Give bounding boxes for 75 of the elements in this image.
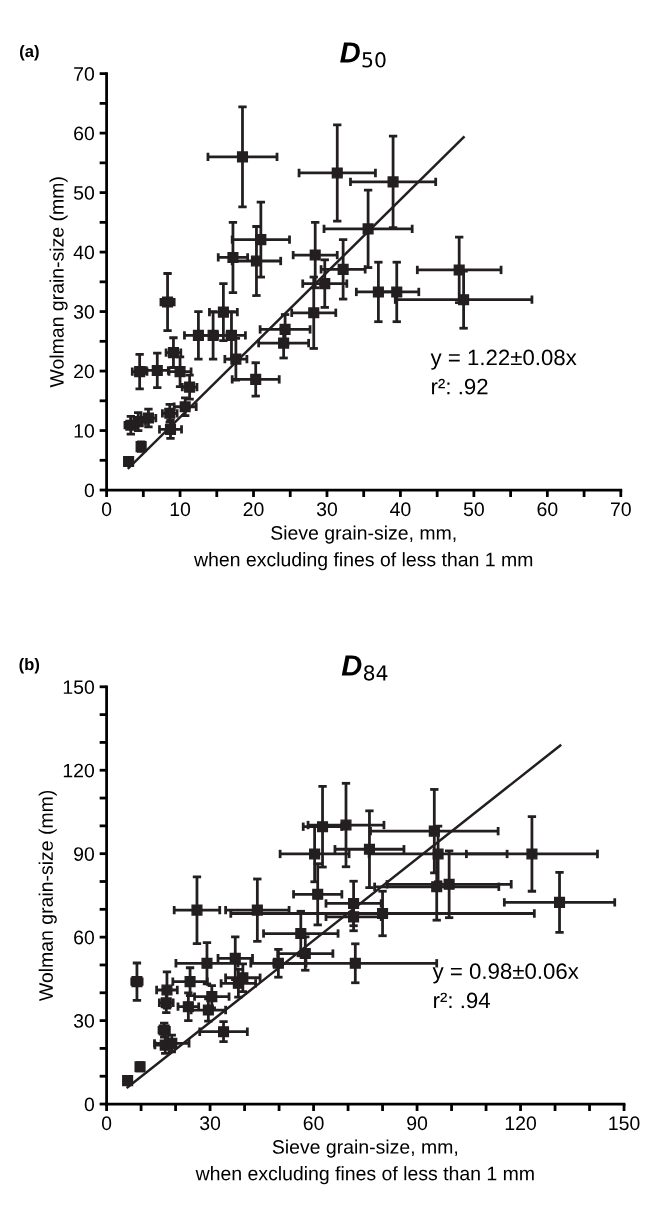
x-tick-label: 50 [463,502,484,517]
y-axis-title: Wolman grain-size (mm) [49,177,68,388]
chart-title: D$_{84}$ [341,655,388,681]
point [255,234,267,246]
point [553,896,566,908]
x-tick-label: 90 [407,1116,428,1131]
point [192,329,204,341]
x-tick-label: 20 [243,502,264,517]
y-tick-label: 30 [73,305,95,319]
y-tick-label: 0 [84,483,95,498]
point [309,848,321,860]
point [217,306,229,318]
y-tick-label: 40 [73,245,95,260]
annotation: r²: .92 [432,378,488,395]
point [337,263,349,275]
x-axis-title: Sieve grain-size, mm, when excluding fines of less than 1 mm [195,1139,534,1185]
y-tick-label: 150 [63,680,95,695]
x-tick-label: 0 [101,1116,112,1131]
point [432,848,444,860]
point [184,976,196,988]
text: (a) [20,44,39,61]
x-tick-label: 10 [170,502,191,517]
x-tick-label: 30 [316,502,338,517]
y-tick-label: 20 [74,364,95,379]
x-tick-label: 70 [610,502,631,517]
x-tick-label: 40 [390,502,411,517]
chart-title: D$_{50}$ [340,42,386,68]
point [201,957,213,969]
point [236,151,249,163]
y-tick-label: 30 [73,1014,95,1028]
y-tick-label: 60 [74,126,95,141]
y-tick-label: 50 [73,186,95,200]
point [391,286,403,298]
point [349,957,361,969]
x-axis-title: Sieve grain-size, mm, when excluding fines of less than 1 mm [193,525,533,571]
point [217,1026,230,1038]
x-tick-label: 120 [505,1116,537,1131]
y-tick-label: 60 [74,930,95,945]
point [348,897,360,910]
x-tick-label: 150 [609,1116,640,1131]
x-tick-label: 30 [200,1116,221,1131]
point [348,911,360,923]
point [151,364,163,377]
annotation: y = 0.98±0.06x [432,963,579,984]
point [387,176,399,188]
y-tick-label: 10 [74,424,95,438]
point [526,848,538,860]
y-tick-label: 70 [74,67,95,81]
point [443,878,455,890]
y-axis-title: Wolman grain-size (mm) [38,790,57,1002]
point [179,401,191,413]
annotation: r²: .94 [434,992,490,1009]
point [308,307,320,319]
point [331,167,343,179]
point [250,373,262,385]
point [309,249,321,261]
point [191,904,203,916]
point [363,843,376,855]
point [174,366,186,378]
point [251,904,263,916]
x-tick-label: 0 [101,502,112,517]
text: (b) [19,658,40,674]
point [312,888,324,900]
point [319,278,331,290]
x-tick-label: 60 [537,502,558,517]
point [229,952,241,964]
y-tick-label: 120 [63,763,95,778]
point [122,1075,134,1087]
annotation: y = 1.22±0.08x [430,349,577,370]
point [372,286,384,298]
x-tick-label: 60 [303,1116,324,1131]
y-tick-label: 90 [74,847,95,861]
point [362,223,374,235]
y-tick-label: 0 [84,1097,95,1112]
point [316,821,329,833]
